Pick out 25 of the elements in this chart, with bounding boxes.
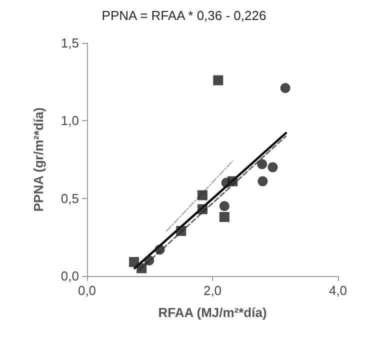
x-tick-label: 0,0 (78, 283, 96, 298)
y-tick-label: 0,5 (60, 190, 79, 206)
point (258, 176, 268, 186)
point (144, 255, 154, 266)
point (219, 212, 230, 222)
point (221, 178, 232, 188)
x-axis-title: RFAA (MJ/m²*día) (158, 305, 267, 320)
x-tick-label: 2,0 (203, 283, 222, 298)
point (213, 75, 224, 86)
point (280, 83, 290, 94)
point (136, 263, 147, 274)
point (268, 162, 278, 172)
y-tick-label: 1,0 (60, 113, 79, 128)
point (154, 244, 165, 255)
point (197, 204, 208, 214)
point (219, 201, 230, 212)
point (129, 257, 140, 268)
chart-title: PPNA = RFAA * 0,36 - 0,226 (102, 8, 266, 23)
x-tick-label: 4,0 (328, 283, 348, 298)
point (176, 226, 186, 236)
y-tick-label: 1,5 (60, 36, 79, 50)
y-tick-label: 0,0 (60, 268, 79, 284)
point (257, 159, 268, 170)
y-axis-title: PPNA (gr/m²*día) (31, 107, 46, 212)
point (197, 190, 208, 200)
